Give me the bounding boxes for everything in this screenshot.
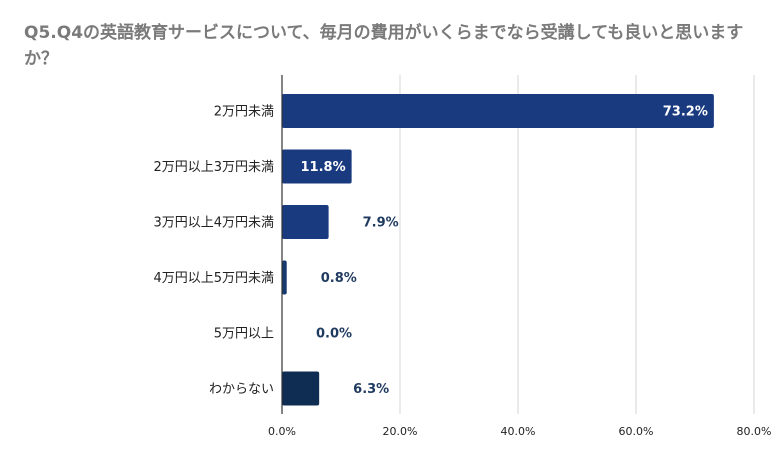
category-label: 2万円以上3万円未満 <box>153 160 274 175</box>
bar <box>282 94 714 128</box>
data-label: 73.2% <box>663 105 708 120</box>
x-tick-label: 40.0% <box>501 425 536 438</box>
data-label: 6.3% <box>353 382 389 397</box>
category-label: 4万円以上5万円未満 <box>153 271 274 286</box>
data-label: 7.9% <box>363 216 399 231</box>
chart-title: Q5.Q4の英語教育サービスについて、毎月の費用がいくらまでなら受講しても良いと… <box>24 23 744 69</box>
category-label: 3万円以上4万円未満 <box>153 216 274 231</box>
bar <box>282 149 352 184</box>
x-tick-label: 60.0% <box>619 425 654 438</box>
category-label: 5万円以上 <box>214 327 274 342</box>
bar <box>282 371 320 406</box>
data-label: 11.8% <box>301 160 346 175</box>
x-tick-label: 20.0% <box>383 425 418 438</box>
data-label: 0.8% <box>321 271 357 286</box>
category-label: 2万円未満 <box>214 105 274 120</box>
data-label: 0.0% <box>316 327 352 342</box>
x-tick-label: 0.0% <box>268 425 296 438</box>
category-label: わからない <box>209 382 274 397</box>
bar <box>282 205 329 239</box>
bar <box>282 260 287 295</box>
x-tick-label: 80.0% <box>737 425 772 438</box>
